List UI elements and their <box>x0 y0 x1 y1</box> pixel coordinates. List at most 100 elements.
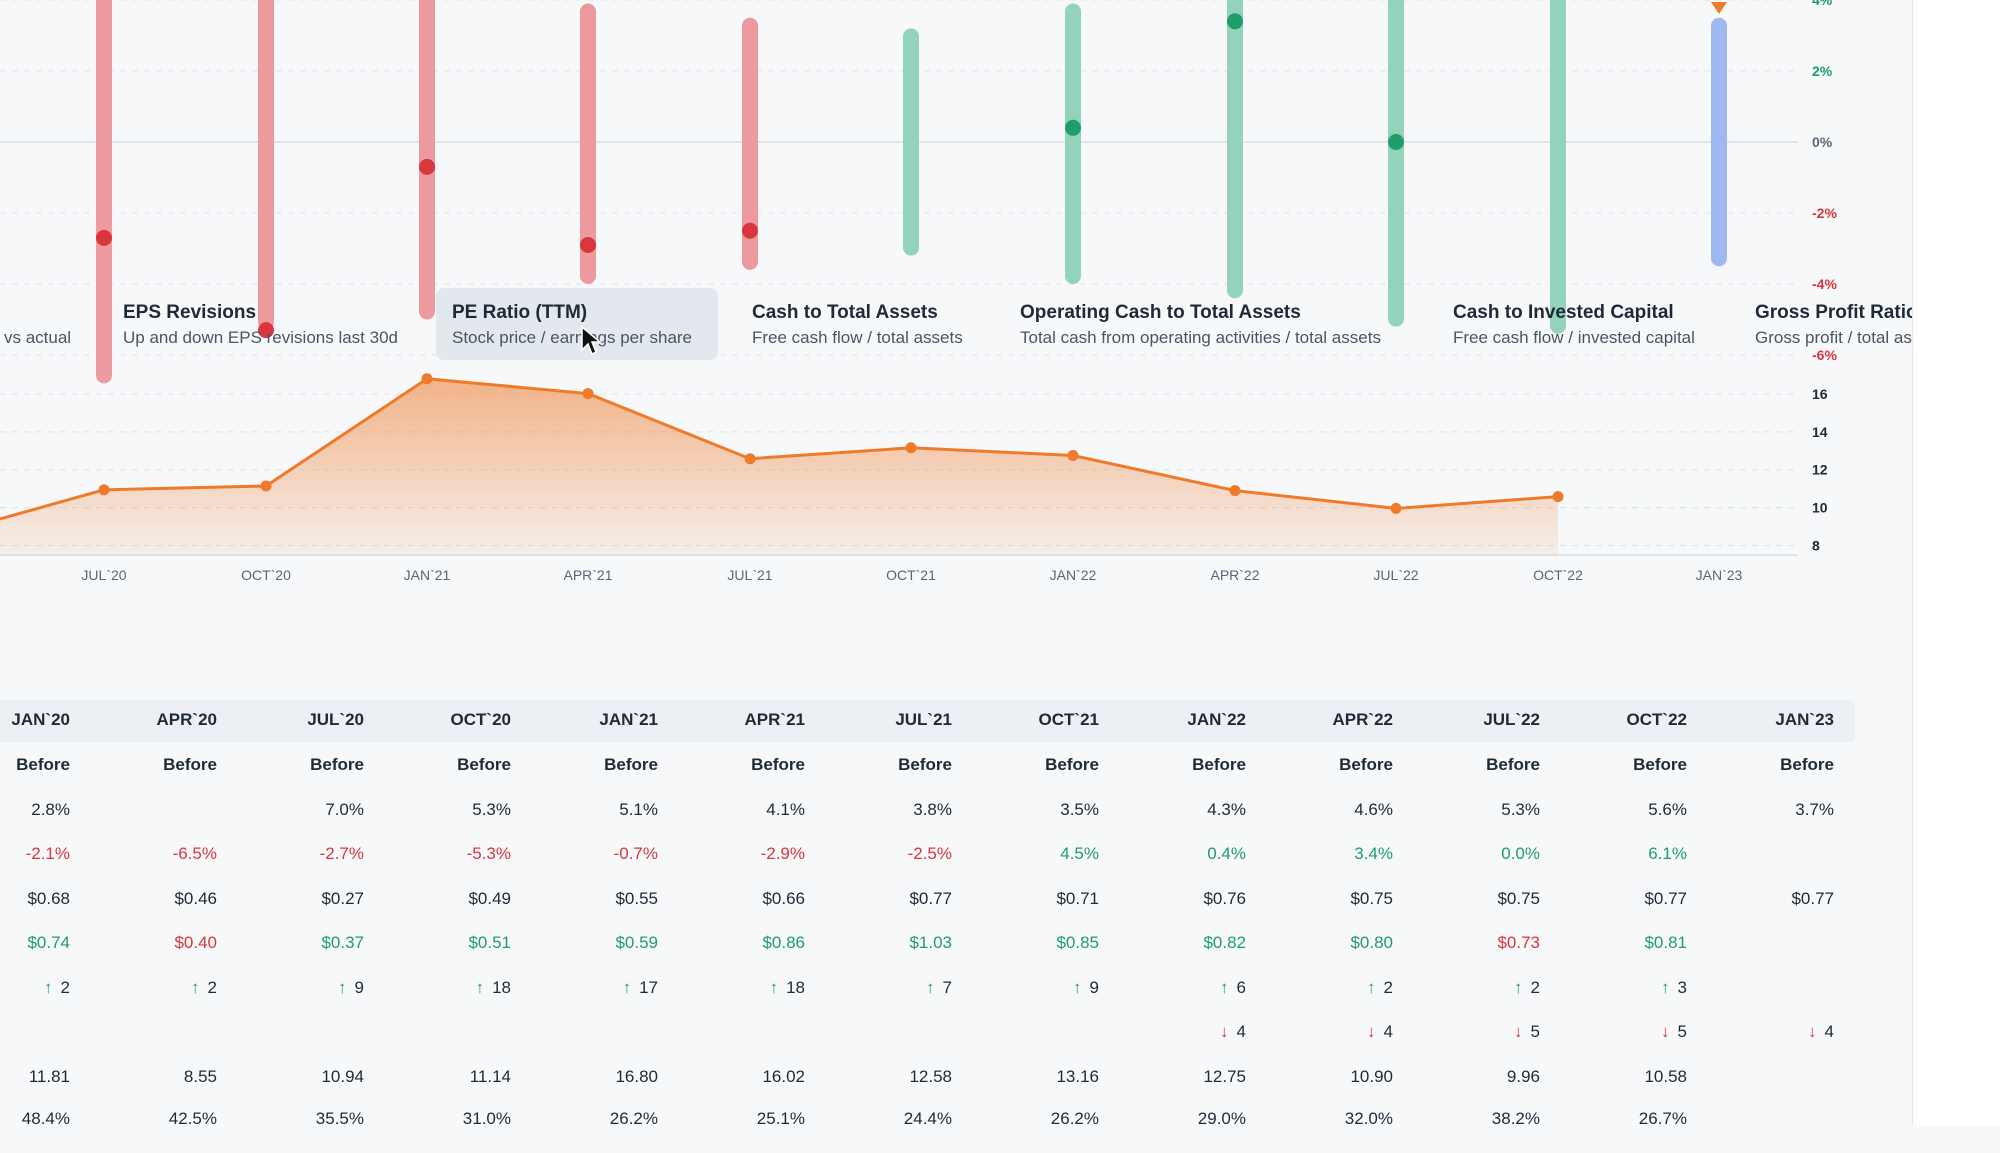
eps-estimate-cell: $0.75 <box>1350 888 1393 908</box>
row-pe-ratio: 11.81 8.55 10.94 11.14 16.80 16.02 12.58 13.16 1… <box>0 1067 1912 1111</box>
arrow-up-icon: ↑ <box>1661 977 1670 997</box>
gross-profit-cell: 38.2% <box>1491 1109 1540 1128</box>
pe-ratio-cell: 13.16 <box>1056 1066 1099 1086</box>
tab-cash-to-total-assets[interactable]: Cash to Total Assets Free cash flow / to… <box>736 288 979 360</box>
arrow-up-icon: ↑ <box>1514 977 1523 997</box>
pe-point <box>421 373 433 385</box>
y-tick-label: -4% <box>1812 276 1837 292</box>
eps-estimate-cell: $0.68 <box>27 888 70 908</box>
revisions-up-cell: ↑ 6 <box>1126 978 1246 998</box>
revisions-down-cell: ↓ 4 <box>1126 1022 1246 1042</box>
pe-point <box>582 388 594 400</box>
pe-ratio-cell: 12.75 <box>1203 1066 1246 1086</box>
timing-cell: Before <box>751 755 805 774</box>
eps-estimate-cell: $0.49 <box>468 888 511 908</box>
actual-move-cell: 6.1% <box>1648 844 1687 863</box>
pe-ratio-cell: 12.58 <box>909 1066 952 1086</box>
revisions-up-cell: ↑ 2 <box>0 978 70 998</box>
revisions-up-count: 18 <box>786 977 805 997</box>
tab-pe-ratio[interactable]: PE Ratio (TTM) Stock price / earnings pe… <box>436 288 718 360</box>
row-gross-profit-ratio: 48.4% 42.5% 35.5% 31.0% 26.2% 25.1% 24.4% 26.2%… <box>0 1109 1912 1153</box>
eps-actual-cell: $0.86 <box>762 933 805 952</box>
y-tick-label: -2% <box>1812 205 1837 221</box>
column-header: JUL`22 <box>1483 710 1540 729</box>
arrow-up-icon: ↑ <box>338 977 347 997</box>
arrow-up-icon: ↑ <box>1220 977 1229 997</box>
pe-ratio-cell: 9.96 <box>1506 1066 1540 1086</box>
revisions-down-count: 5 <box>1530 1022 1540 1041</box>
column-header: OCT`20 <box>450 710 511 729</box>
range-bar <box>96 0 112 384</box>
y-tick-label: -6% <box>1812 347 1837 363</box>
actual-move-dot <box>419 158 435 175</box>
column-header: APR`22 <box>1332 710 1393 729</box>
y-tick-label: 2% <box>1812 63 1833 79</box>
row-revisions-down: ↓ 4 ↓ 4 ↓ 5 ↓ 5 ↓ 4 <box>0 1022 1912 1066</box>
column-header: JAN`20 <box>11 710 70 729</box>
arrow-down-icon: ↓ <box>1661 1022 1670 1041</box>
tab-title: Cash to Invested Capital <box>1453 302 1674 323</box>
eps-estimate-cell: $0.46 <box>174 888 217 908</box>
revisions-up-cell: ↑ 3 <box>1567 978 1687 998</box>
gross-profit-cell: 29.0% <box>1197 1109 1246 1128</box>
expected-move-cell: 3.8% <box>913 799 952 819</box>
timing-cell: Before <box>310 755 364 774</box>
gross-profit-cell: 48.4% <box>21 1109 70 1128</box>
row-revisions-up: ↑ 2 ↑ 2 ↑ 9 ↑ 18 ↑ 17 ↑ 18 ↑ 7 ↑ 9 ↑ 6 ↑ 2 ↑ 2 ↑ 3 <box>0 978 1912 1022</box>
tab-subtitle: Stock price / earnings per share <box>452 328 693 347</box>
metric-tabs: vs actual EPS Revisions Up and down EPS … <box>0 288 1912 368</box>
timing-cell: Before <box>1780 755 1834 774</box>
gross-profit-cell: 26.2% <box>1050 1109 1099 1128</box>
row-eps-actual: $0.74 $0.40 $0.37 $0.51 $0.59 $0.86 $1.03 $0.85… <box>0 933 1912 977</box>
timing-cell: Before <box>16 755 70 774</box>
timing-cell: Before <box>604 755 658 774</box>
tab-title: Cash to Total Assets <box>752 302 938 323</box>
column-header: JUL`20 <box>307 710 364 729</box>
mouse-pointer-icon <box>581 325 603 356</box>
eps-actual-cell: $0.51 <box>468 933 511 952</box>
tab-gross-profit-ratio[interactable]: Gross Profit Ratio Gross profit / total … <box>1739 288 1912 360</box>
revisions-up-cell: ↑ 17 <box>538 978 658 998</box>
eps-estimate-cell: $0.77 <box>1644 888 1687 908</box>
expected-move-cell: 3.5% <box>1060 799 1099 819</box>
revisions-up-count: 6 <box>1236 977 1246 997</box>
expected-move-cell: 5.3% <box>1501 799 1540 819</box>
range-bar <box>742 17 758 270</box>
tab-earnings-move[interactable]: vs actual <box>0 288 87 360</box>
timing-cell: Before <box>1486 755 1540 774</box>
row-eps-estimate: $0.68 $0.46 $0.27 $0.49 $0.55 $0.66 $0.77 $0.71… <box>0 889 1912 933</box>
tab-cash-to-invested-capital[interactable]: Cash to Invested Capital Free cash flow … <box>1437 288 1711 360</box>
column-header: OCT`21 <box>1038 710 1099 729</box>
x-tick-label: JUL`22 <box>1373 567 1418 583</box>
row-timing: Before Before Before Before Before Before Befo… <box>0 755 1912 799</box>
timing-cell: Before <box>1045 755 1099 774</box>
y-tick-label: 16 <box>1812 386 1828 402</box>
revisions-up-count: 7 <box>942 977 952 997</box>
pe-ratio-cell: 10.90 <box>1350 1066 1393 1086</box>
gross-profit-cell: 26.7% <box>1638 1109 1687 1128</box>
x-tick-label: APR`21 <box>563 567 612 583</box>
timing-cell: Before <box>1339 755 1393 774</box>
revisions-up-count: 2 <box>1530 977 1540 997</box>
eps-actual-cell: $0.37 <box>321 933 364 952</box>
revisions-up-count: 9 <box>354 977 364 997</box>
tab-subtitle: Total cash from operating activities / t… <box>1020 328 1381 347</box>
revisions-down-count: 4 <box>1383 1022 1393 1041</box>
eps-estimate-cell: $0.77 <box>1791 888 1834 908</box>
eps-estimate-cell: $0.55 <box>615 888 658 908</box>
eps-actual-cell: $0.73 <box>1497 933 1540 952</box>
tab-operating-cash-to-total-assets[interactable]: Operating Cash to Total Assets Total cas… <box>1004 288 1397 360</box>
eps-actual-cell: $0.59 <box>615 933 658 952</box>
x-tick-label: JAN`23 <box>1696 567 1743 583</box>
column-header: APR`21 <box>744 710 805 729</box>
arrow-up-icon: ↑ <box>475 977 485 997</box>
eps-actual-cell: $0.74 <box>27 933 70 952</box>
pe-point <box>1390 502 1402 514</box>
tab-eps-revisions[interactable]: EPS Revisions Up and down EPS revisions … <box>107 288 414 360</box>
arrow-up-icon: ↑ <box>44 977 53 997</box>
gross-profit-cell: 26.2% <box>609 1109 658 1128</box>
range-bar <box>258 0 274 331</box>
x-tick-label: JAN`22 <box>1050 567 1097 583</box>
revisions-up-cell: ↑ 9 <box>979 978 1099 998</box>
actual-move-cell: -2.7% <box>319 844 364 863</box>
